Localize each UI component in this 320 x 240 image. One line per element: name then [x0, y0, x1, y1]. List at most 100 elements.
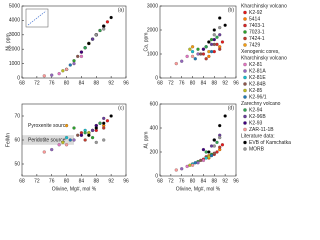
legend-label: K2-93: [249, 120, 263, 126]
legend-marker: [243, 127, 247, 132]
point: [207, 40, 211, 44]
legend-marker: [243, 114, 247, 119]
legend-marker: [243, 43, 247, 47]
x-tick-label: 76: [179, 178, 185, 184]
legend-label: ZAR-11-1B: [249, 127, 274, 133]
legend-marker: [243, 30, 247, 34]
point: [204, 150, 208, 154]
point: [83, 131, 87, 135]
legend-marker: [243, 147, 247, 151]
point: [61, 69, 65, 73]
x-tick-label: 72: [34, 178, 40, 184]
y-tick-label: 60: [14, 137, 20, 143]
y-tick-label: 0: [17, 75, 20, 81]
point: [90, 128, 95, 132]
point: [223, 114, 227, 118]
point: [218, 47, 222, 51]
x-tick-label: 76: [49, 178, 55, 184]
x-tick-label: 88: [94, 80, 100, 86]
y-tick-label: 400: [150, 125, 159, 131]
legend-label: K2-96/1: [249, 94, 267, 100]
point: [212, 37, 216, 42]
x-tick-label: 68: [157, 178, 163, 184]
point: [201, 158, 206, 162]
point: [190, 49, 195, 54]
point: [212, 28, 216, 32]
point: [212, 49, 216, 54]
y-tick-label: 2000: [147, 27, 158, 33]
y-axis-label: Ni, ppm: [5, 33, 11, 50]
point: [196, 161, 200, 165]
point: [212, 151, 216, 155]
x-tick-label: 84: [79, 178, 85, 184]
legend-group-title: Kharchinsky volcano: [241, 55, 287, 61]
point: [42, 150, 46, 154]
point: [64, 67, 69, 71]
x-tick-label: 72: [168, 178, 174, 184]
legend-label: 7403-1: [249, 23, 265, 29]
point: [196, 52, 200, 56]
point: [223, 23, 227, 27]
legend-label: MORB: [249, 146, 265, 152]
legend-label: K2-84B: [249, 81, 266, 87]
y-tick-label: 1000: [9, 61, 20, 67]
point: [105, 119, 110, 123]
legend-marker: [243, 75, 247, 80]
x-tick-label: 92: [222, 178, 228, 184]
point: [174, 61, 178, 66]
point: [174, 168, 178, 172]
point: [57, 143, 61, 147]
point: [50, 148, 54, 152]
point: [215, 42, 219, 47]
plot-frame: [21, 5, 127, 79]
x-tick-label: 80: [190, 80, 196, 86]
x-tick-label: 68: [157, 80, 163, 86]
point: [218, 16, 222, 20]
point: [215, 35, 219, 39]
panel-label: (b): [228, 7, 234, 13]
x-tick-label: 96: [123, 178, 129, 184]
y-tick-label: 2000: [9, 47, 20, 53]
legend-label: K2-94: [249, 107, 263, 113]
x-axis-label: Olivine, Mg#, mol %: [176, 186, 221, 192]
point: [83, 46, 87, 50]
point: [212, 42, 216, 47]
x-tick-label: 92: [222, 80, 228, 86]
point: [50, 73, 54, 77]
plot-frame: [159, 103, 237, 177]
y-tick-label: 50: [14, 161, 20, 167]
y-tick-label: 3000: [147, 3, 158, 9]
point: [196, 47, 200, 51]
x-tick-label: 96: [233, 80, 239, 86]
point: [209, 42, 214, 47]
legend-group-title: Literature data:: [241, 133, 275, 139]
y-tick-label: 70: [14, 113, 20, 119]
y-tick-label: 5000: [9, 3, 20, 9]
legend-marker: [243, 17, 247, 21]
point: [218, 123, 222, 128]
point: [193, 57, 197, 61]
point: [90, 136, 95, 140]
legend-group-title: Zarechny volcano: [241, 101, 281, 107]
figure: 68 72 76 80 84 88 92 96010002000300040005000(a)…: [5, 3, 291, 192]
point: [102, 138, 106, 142]
annotation: Pyroxenite source: [28, 123, 68, 129]
x-tick-label: 80: [190, 178, 196, 184]
point: [105, 20, 110, 24]
point: [94, 126, 98, 130]
legend-label: K2-81A: [249, 68, 266, 74]
plot-frame: [159, 5, 237, 79]
point: [94, 140, 98, 144]
x-tick-label: 88: [94, 178, 100, 184]
point: [42, 74, 46, 78]
y-axis-label: Ca, ppm: [143, 33, 149, 52]
y-tick-label: 1000: [147, 51, 158, 57]
point: [72, 59, 76, 63]
point: [215, 140, 219, 144]
point: [218, 136, 222, 140]
y-axis-label: Fe/Mn: [5, 133, 11, 147]
point: [212, 144, 216, 148]
point: [201, 47, 206, 51]
legend-group-title: Kharchinsky volcano: [241, 3, 287, 9]
point: [98, 28, 102, 33]
